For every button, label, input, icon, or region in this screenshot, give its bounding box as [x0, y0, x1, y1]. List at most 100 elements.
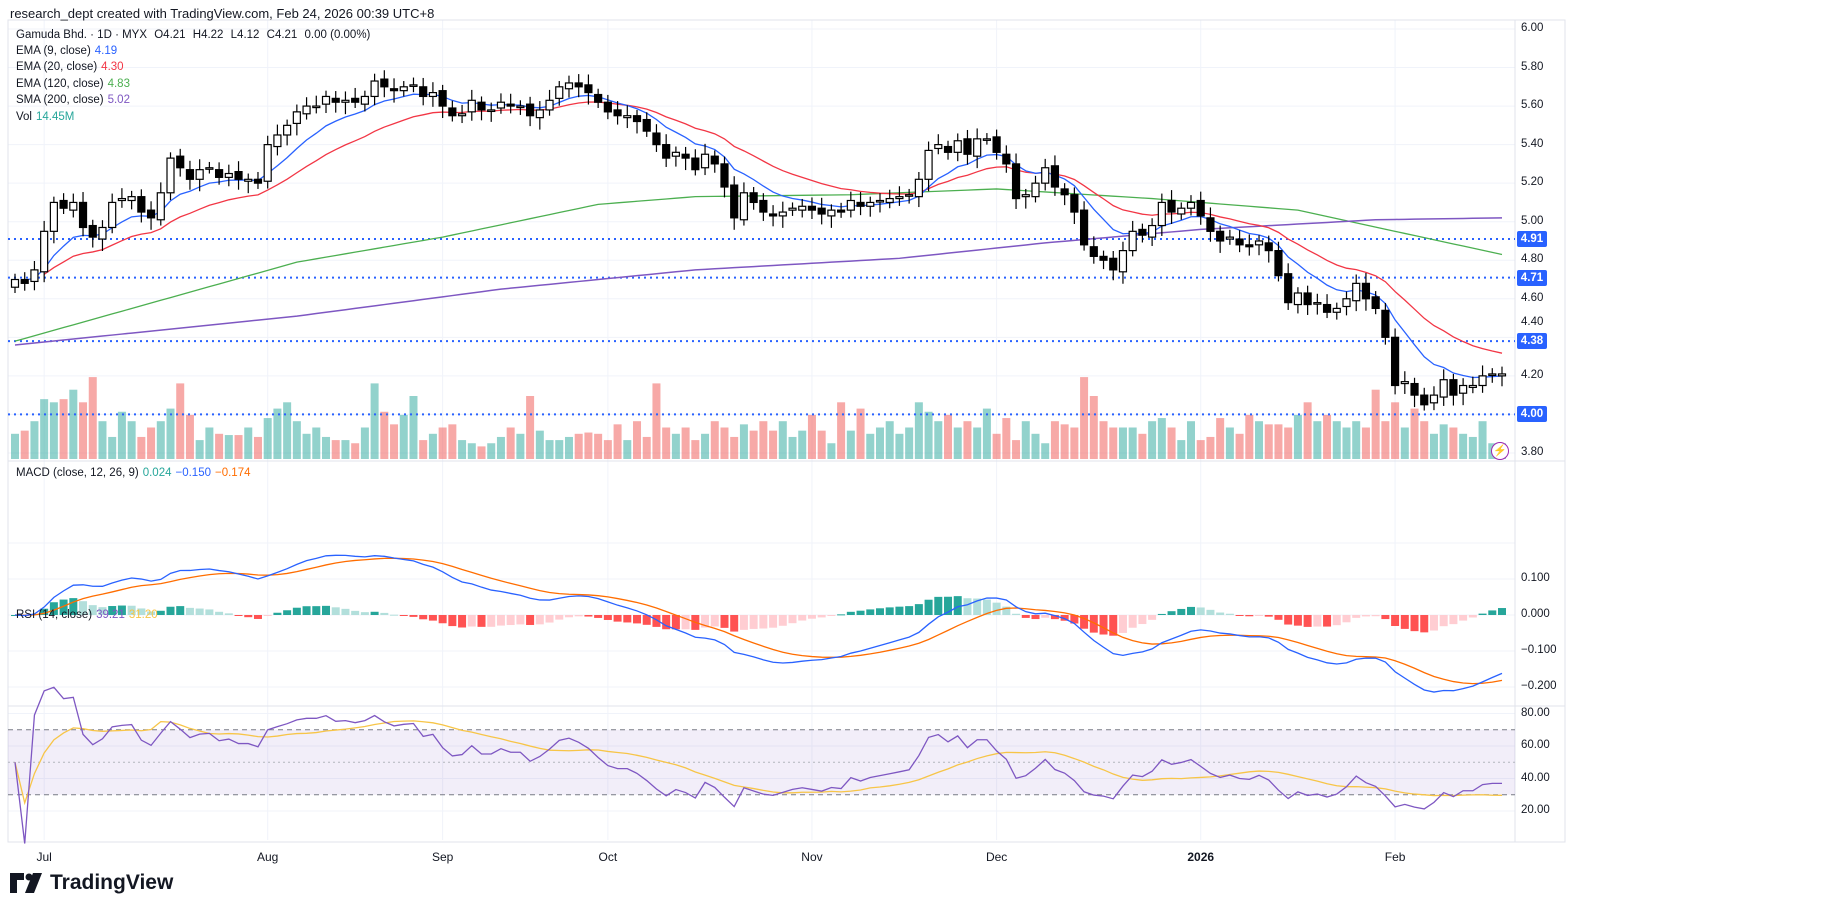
candle — [545, 89, 554, 116]
price-line-tag[interactable]: 4.91 — [1517, 231, 1547, 248]
macd-histogram-bar — [1498, 608, 1506, 615]
candle — [1050, 155, 1060, 196]
candle-body — [1041, 167, 1050, 184]
volume-bar — [166, 408, 175, 459]
candle-body — [1245, 244, 1254, 248]
volume-bar — [117, 411, 126, 459]
candle — [1293, 287, 1303, 314]
price-line-tag[interactable]: 4.00 — [1517, 406, 1547, 423]
macd-tick-label: 0.000 — [1521, 608, 1550, 620]
candle — [1167, 190, 1176, 225]
volume-bar — [769, 430, 778, 459]
candle — [78, 192, 88, 237]
candle — [943, 140, 953, 160]
candle-body — [389, 88, 399, 92]
sma200-value: 5.02 — [107, 94, 130, 106]
candle-body — [613, 109, 622, 117]
ema120-line — [14, 188, 1503, 342]
legend-ema120[interactable]: EMA (120, close) 4.83 — [16, 78, 130, 90]
candle-body — [506, 103, 515, 107]
candle — [1225, 229, 1234, 245]
candle — [399, 81, 408, 97]
candle — [487, 102, 496, 122]
ema120-value: 4.83 — [107, 78, 130, 90]
candle-body — [1478, 375, 1487, 387]
legend-volume[interactable]: Vol 14.45M — [16, 111, 74, 123]
candle-body — [49, 201, 58, 232]
ohlc-high: H4.22 — [192, 29, 224, 41]
lightning-icon[interactable]: ⚡ — [1491, 442, 1509, 460]
legend-sma200[interactable]: SMA (200, close) 5.02 — [16, 94, 130, 106]
legend-ema20[interactable]: EMA (20, close) 4.30 — [16, 61, 124, 73]
tradingview-logo-icon — [10, 873, 42, 893]
volume-bar — [1070, 427, 1079, 459]
candle-body — [642, 118, 651, 132]
legend-macd[interactable]: MACD (close, 12, 26, 9) 0.024 −0.150 −0.174 — [16, 467, 251, 479]
symbol-name[interactable]: Gamuda Bhd. · 1D · MYX — [16, 29, 148, 41]
candle — [662, 134, 671, 167]
candle — [1002, 145, 1011, 173]
candle-body — [108, 201, 117, 229]
volume-bar — [487, 443, 496, 459]
macd-histogram-bar — [1177, 608, 1186, 615]
price-line-tag[interactable]: 4.38 — [1517, 333, 1547, 350]
macd-histogram-bar — [1157, 613, 1166, 615]
volume-bar — [477, 446, 486, 459]
macd-histogram-bar — [837, 614, 846, 616]
volume-bar — [1216, 418, 1225, 459]
candle — [1459, 378, 1468, 406]
volume-bar — [662, 427, 671, 459]
candle-body — [720, 163, 729, 188]
macd-signal-line — [14, 557, 1503, 685]
candle — [360, 90, 369, 112]
macd-histogram-bar — [846, 611, 855, 615]
legend-rsi[interactable]: RSI (14, close) 39.21 31.20 — [16, 609, 158, 621]
candle — [1361, 272, 1371, 311]
candle-body — [496, 101, 506, 109]
rsi-tick-label: 60.00 — [1521, 739, 1550, 751]
candle — [914, 171, 923, 208]
volume-bar — [40, 399, 49, 459]
candle — [564, 75, 574, 98]
candle — [30, 261, 39, 291]
candle — [1245, 234, 1254, 256]
candle-body — [273, 134, 282, 148]
macd-histogram-bar — [973, 598, 982, 615]
volume-bar — [710, 421, 719, 459]
rsi-ma-line — [14, 720, 1503, 806]
candle — [739, 182, 749, 226]
candle — [1332, 302, 1341, 320]
macd-histogram-bar — [778, 615, 787, 626]
candle — [895, 186, 904, 206]
ohlc-change: 0.00 (0.00%) — [304, 29, 371, 41]
macd-histogram-bar — [283, 610, 292, 615]
candle-body — [1361, 282, 1371, 300]
macd-histogram-bar — [1235, 615, 1244, 616]
macd-histogram-bar — [817, 615, 826, 618]
candle — [516, 100, 525, 115]
candle — [1041, 158, 1050, 191]
macd-histogram-bar — [380, 612, 389, 615]
candle — [798, 198, 807, 218]
candle-body — [1284, 273, 1293, 304]
brand-name: TradingView — [50, 871, 174, 894]
volume-bar — [409, 396, 418, 459]
macd-histogram-bar — [1459, 615, 1468, 621]
candle-body — [1381, 309, 1390, 338]
candle — [1128, 220, 1137, 257]
tradingview-logo[interactable]: TradingView — [10, 871, 173, 895]
macd-histogram-bar — [331, 607, 340, 615]
candle-body — [428, 91, 438, 98]
candle-body — [69, 201, 78, 211]
vol-value: 14.45M — [36, 111, 75, 123]
candle-body — [137, 196, 146, 213]
volume-bar — [273, 408, 282, 459]
candle-body — [817, 207, 826, 215]
candle — [263, 135, 272, 189]
price-line-tag[interactable]: 4.71 — [1517, 269, 1547, 286]
volume-bar — [1060, 424, 1069, 459]
legend-ema9[interactable]: EMA (9, close) 4.19 — [16, 45, 117, 57]
macd-histogram-bar — [234, 615, 243, 616]
volume-bar — [584, 432, 593, 459]
